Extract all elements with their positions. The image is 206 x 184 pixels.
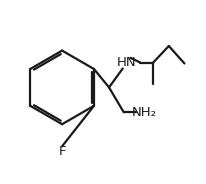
Text: F: F xyxy=(58,145,66,158)
Text: HN: HN xyxy=(117,56,136,69)
Text: NH₂: NH₂ xyxy=(131,106,156,119)
